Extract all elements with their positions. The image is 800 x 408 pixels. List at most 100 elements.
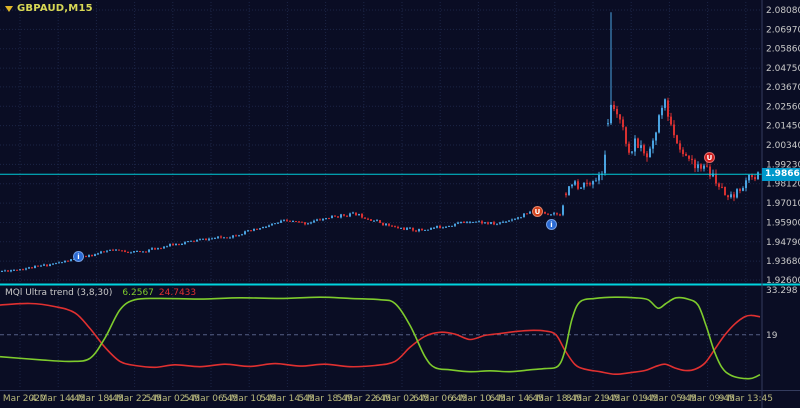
candle-body	[103, 251, 105, 253]
candle-body	[490, 222, 492, 224]
grid	[0, 2, 762, 389]
candle-body	[202, 238, 204, 240]
candle-body	[229, 237, 231, 239]
candle-body	[211, 238, 213, 240]
price-tick-label: 1.98120	[766, 180, 800, 190]
candle-body	[187, 241, 189, 243]
price-tick-label: 1.99230	[766, 160, 800, 170]
candle-body	[604, 154, 606, 174]
candle-body	[424, 229, 426, 231]
candle-body	[592, 181, 594, 185]
candle-body	[634, 138, 636, 152]
candle-body	[340, 214, 342, 218]
candle-body	[553, 213, 555, 215]
candle-body	[640, 145, 642, 148]
candle-body	[460, 222, 462, 224]
candle-body	[316, 219, 318, 221]
candle-body	[454, 223, 456, 226]
candle-body	[31, 267, 33, 269]
price-scale[interactable]: 2.08080 2.06970 2.05860 2.04750 2.03670 2.025…	[766, 6, 800, 341]
candle-body	[274, 223, 276, 225]
candle-body	[364, 217, 366, 219]
candle-body	[694, 159, 696, 169]
candle-body	[607, 123, 609, 125]
candle-body	[4, 270, 6, 272]
candle-body	[265, 226, 267, 228]
candle-body	[514, 218, 516, 220]
candle-body	[691, 158, 693, 160]
candle-body	[178, 243, 180, 245]
candle-body	[106, 250, 108, 252]
date-tick-label: 9 Mar 01:45	[604, 394, 658, 404]
candle-body	[217, 236, 219, 239]
candle-body	[664, 99, 666, 108]
date-tick-label: 9 Mar 09:45	[680, 394, 734, 404]
candle-body	[505, 221, 507, 223]
candle-body	[28, 267, 30, 269]
candle-body	[124, 250, 126, 252]
candle-body	[343, 214, 345, 216]
candle-body	[466, 222, 468, 224]
candle-body	[394, 226, 396, 228]
candle-body	[445, 226, 447, 228]
candle-body	[256, 228, 258, 230]
candle-body	[289, 220, 291, 222]
candle-body	[22, 269, 24, 271]
candle-body	[751, 174, 753, 178]
candle-body	[406, 227, 408, 230]
price-tick-label: 1.92600	[766, 276, 800, 286]
candle-body	[682, 149, 684, 155]
candle-body	[58, 262, 60, 264]
date-tick-label: 4 Mar 2020	[0, 394, 46, 404]
info-signal-marker: i	[546, 219, 557, 230]
date-tick-label: 6 Mar 14:45	[489, 394, 543, 404]
candle-body	[367, 218, 369, 220]
candle-body	[613, 104, 615, 109]
candle-body	[484, 222, 486, 224]
price-tick-label: 2.00340	[766, 141, 800, 151]
candle-body	[661, 107, 663, 116]
candle-body	[487, 222, 489, 224]
price-tick-label: 1.94790	[766, 238, 800, 248]
candle-body	[100, 251, 102, 254]
candle-body	[508, 220, 510, 222]
candle-body	[703, 165, 705, 169]
price-tick-label: 2.06970	[766, 25, 800, 35]
candle-body	[154, 248, 156, 250]
candle-body	[55, 262, 57, 264]
candle-body	[310, 222, 312, 224]
candle-body	[331, 215, 333, 219]
candle-body	[349, 213, 351, 217]
candle-body	[196, 240, 198, 242]
date-tick-label: 4 Mar 22:45	[107, 394, 161, 404]
candle-body	[253, 228, 255, 231]
candle-body	[511, 219, 513, 221]
candle-body	[622, 119, 624, 128]
candle-body	[658, 115, 660, 133]
candle-body	[679, 143, 681, 150]
candle-body	[388, 223, 390, 226]
candle-body	[370, 219, 372, 221]
candle-body	[319, 219, 321, 221]
candle-body	[1, 271, 3, 273]
date-tick-label: 4 Mar 14:45	[31, 394, 85, 404]
symbol-text: GBPAUD,M15	[17, 3, 93, 14]
candle-body	[583, 182, 585, 188]
candle-body	[373, 220, 375, 222]
candle-body	[376, 220, 378, 222]
indicator-scale-label: 33.298	[766, 286, 798, 296]
candle-body	[562, 205, 564, 215]
candle-body	[520, 217, 522, 219]
price-tick-label: 2.04750	[766, 64, 800, 74]
candle-body	[481, 221, 483, 224]
candle-body	[727, 195, 729, 198]
date-tick-label: 6 Mar 06:45	[413, 394, 467, 404]
candle-body	[496, 223, 498, 225]
candle-body	[724, 186, 726, 196]
price-tick-label: 2.05860	[766, 45, 800, 55]
candle-body	[313, 220, 315, 223]
candle-body	[379, 220, 381, 223]
candle-body	[463, 222, 465, 224]
